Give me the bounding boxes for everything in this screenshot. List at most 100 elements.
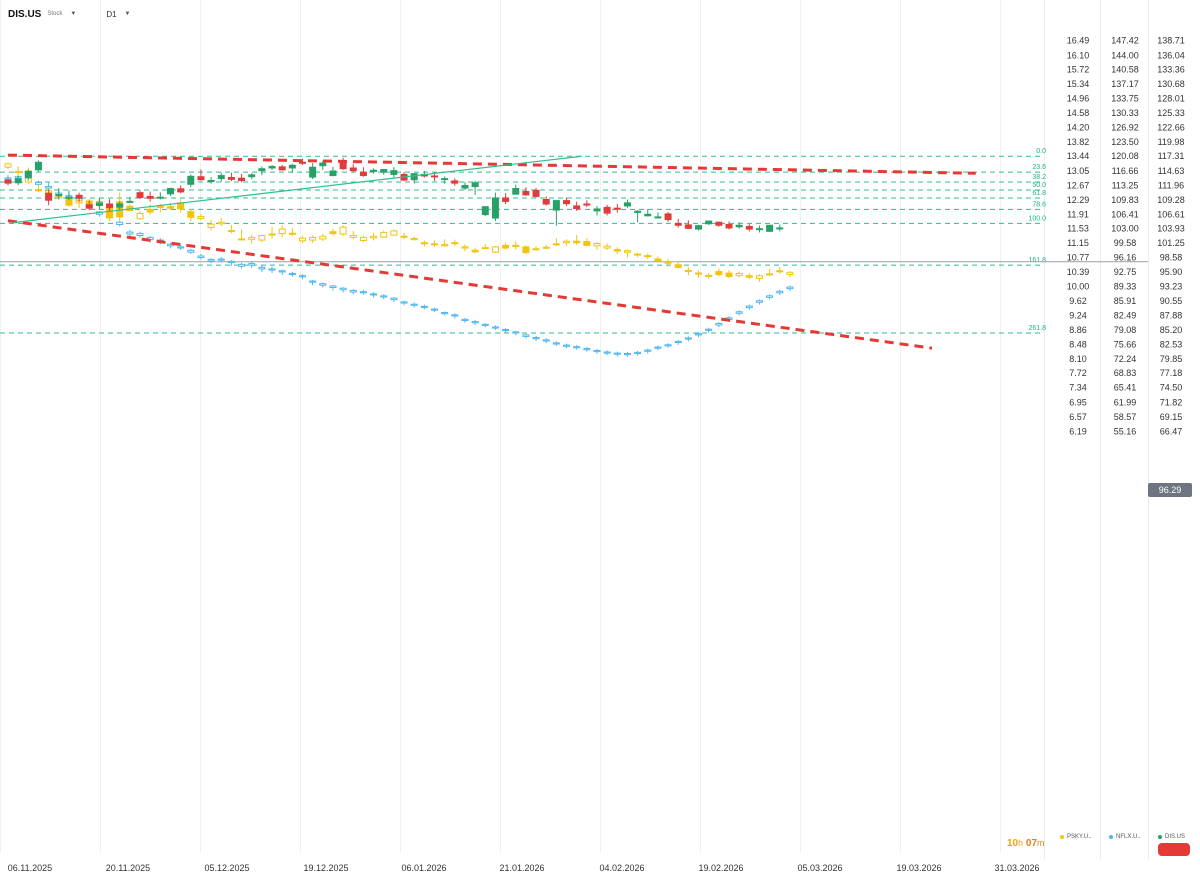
dis-us-candle-body[interactable] [238, 177, 246, 181]
psky-us-candle-body[interactable] [745, 275, 753, 278]
psky-us-candle-body[interactable] [339, 226, 347, 235]
timeframe-selector[interactable]: D1 [106, 9, 117, 19]
dis-us-candle-body[interactable] [319, 162, 327, 167]
nflx-us-candle-body[interactable] [786, 286, 794, 290]
nflx-us-candle-body[interactable] [766, 295, 774, 298]
psky-us-candle-body[interactable] [674, 264, 682, 268]
dis-us-candle-body[interactable] [451, 180, 459, 184]
nflx-us-candle-body[interactable] [207, 258, 215, 262]
dis-us-candle-body[interactable] [491, 197, 499, 219]
dis-us-candle-body[interactable] [197, 176, 205, 181]
psky-us-candle-body[interactable] [542, 246, 550, 249]
psky-us-candle-body[interactable] [735, 272, 743, 277]
psky-us-candle-body[interactable] [34, 189, 42, 192]
nflx-us-candle-body[interactable] [776, 290, 784, 294]
nflx-us-candle-body[interactable] [116, 221, 124, 226]
psky-us-candle-body[interactable] [664, 261, 672, 264]
psky-us-candle-body[interactable] [715, 271, 723, 276]
psky-us-candle-body[interactable] [400, 235, 408, 238]
nflx-us-candle-body[interactable] [755, 300, 763, 303]
nflx-us-candle-body[interactable] [278, 270, 286, 273]
dis-us-candle-body[interactable] [603, 206, 611, 214]
dis-us-candle-body[interactable] [522, 191, 530, 196]
psky-us-candle-body[interactable] [410, 238, 418, 241]
dis-us-candle-body[interactable] [359, 171, 367, 177]
nflx-us-candle-body[interactable] [471, 321, 479, 324]
psky-us-candle-body[interactable] [623, 250, 631, 253]
nflx-us-candle-body[interactable] [583, 348, 591, 351]
nflx-us-candle-body[interactable] [258, 266, 266, 270]
nflx-us-candle-body[interactable] [512, 331, 520, 334]
nflx-us-candle-body[interactable] [623, 353, 631, 356]
nflx-us-candle-body[interactable] [664, 344, 672, 347]
nflx-us-candle-body[interactable] [420, 305, 428, 308]
nflx-us-candle-body[interactable] [603, 351, 611, 354]
nflx-us-candle-body[interactable] [563, 344, 571, 347]
nflx-us-candle-body[interactable] [177, 246, 185, 249]
dis-us-candle-body[interactable] [248, 174, 256, 178]
nflx-us-candle-body[interactable] [441, 312, 449, 315]
nflx-us-candle-body[interactable] [542, 339, 550, 342]
dis-us-candle-body[interactable] [24, 170, 32, 179]
psky-us-candle-body[interactable] [227, 230, 235, 233]
dis-us-candle-body[interactable] [370, 169, 378, 172]
psky-us-candle-body[interactable] [512, 244, 520, 247]
psky-us-candle-body[interactable] [390, 230, 398, 236]
nflx-us-candle-body[interactable] [136, 233, 144, 237]
legend-psky[interactable]: PSKY.U.. [1060, 834, 1092, 840]
dis-us-candle-body[interactable] [613, 207, 621, 210]
symbol-name[interactable]: DIS.US [8, 8, 42, 20]
timeframe-dropdown-icon[interactable]: ▼ [124, 11, 131, 17]
dis-us-candle-body[interactable] [380, 168, 388, 173]
nflx-us-candle-body[interactable] [339, 287, 347, 291]
nflx-us-candle-body[interactable] [238, 263, 246, 267]
dis-us-candle-body[interactable] [298, 161, 306, 164]
nflx-us-candle-body[interactable] [298, 275, 306, 278]
psky-us-candle-body[interactable] [471, 249, 479, 253]
dis-us-candle-body[interactable] [552, 200, 560, 211]
nflx-us-candle-body[interactable] [634, 351, 642, 355]
dis-us-candle-body[interactable] [116, 203, 124, 208]
nflx-us-candle-body[interactable] [268, 268, 276, 271]
dis-us-candle-body[interactable] [481, 206, 489, 216]
psky-us-candle-body[interactable] [593, 242, 601, 247]
psky-us-candle-body[interactable] [766, 273, 774, 276]
nflx-us-candle-body[interactable] [481, 323, 489, 326]
psky-us-candle-body[interactable] [461, 246, 469, 249]
dis-us-candle-body[interactable] [34, 161, 42, 171]
symbol-dropdown-icon[interactable]: ▼ [70, 11, 77, 17]
psky-us-candle-body[interactable] [278, 228, 286, 235]
nflx-us-candle-body[interactable] [613, 352, 621, 355]
psky-us-candle-body[interactable] [725, 272, 733, 277]
psky-us-candle-body[interactable] [451, 242, 459, 245]
nflx-us-candle-body[interactable] [552, 342, 560, 345]
nflx-us-candle-body[interactable] [217, 258, 225, 261]
psky-us-candle-body[interactable] [786, 271, 794, 276]
dis-us-candle-body[interactable] [563, 200, 571, 205]
psky-us-candle-body[interactable] [563, 240, 571, 244]
dis-us-candle-body[interactable] [725, 224, 733, 229]
nflx-us-candle-body[interactable] [532, 337, 540, 340]
nflx-us-candle-body[interactable] [502, 329, 510, 332]
dis-us-candle-body[interactable] [95, 202, 103, 207]
nflx-us-candle-body[interactable] [684, 337, 692, 340]
dis-us-candle-body[interactable] [187, 175, 195, 185]
nflx-us-candle-body[interactable] [461, 318, 469, 321]
dis-us-candle-body[interactable] [705, 220, 713, 225]
dis-us-candle-body[interactable] [431, 175, 439, 178]
nflx-us-candle-body[interactable] [400, 301, 408, 304]
dis-us-candle-body[interactable] [502, 197, 510, 202]
nflx-us-candle-body[interactable] [644, 349, 652, 352]
psky-us-candle-body[interactable] [603, 245, 611, 249]
dis-us-candle-body[interactable] [45, 192, 53, 201]
trend-line[interactable] [7, 219, 933, 350]
dis-us-candle-body[interactable] [329, 170, 337, 177]
psky-us-candle-body[interactable] [146, 208, 154, 213]
nflx-us-candle-body[interactable] [390, 297, 398, 301]
psky-us-candle-body[interactable] [187, 211, 195, 218]
dis-us-candle-body[interactable] [461, 184, 469, 189]
dis-us-candle-body[interactable] [755, 228, 763, 231]
nflx-us-candle-body[interactable] [370, 293, 378, 296]
psky-us-candle-body[interactable] [654, 258, 662, 262]
